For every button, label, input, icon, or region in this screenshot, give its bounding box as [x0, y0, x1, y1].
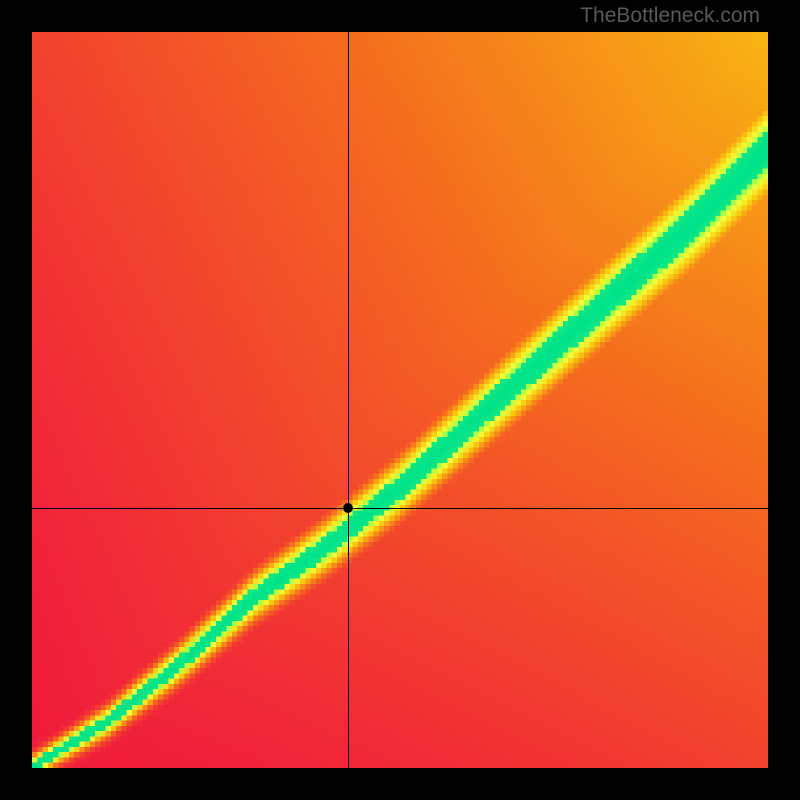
bottleneck-heatmap [32, 32, 768, 768]
crosshair-vertical [348, 32, 349, 768]
watermark-text: TheBottleneck.com [580, 4, 760, 28]
heatmap-canvas [32, 32, 768, 768]
crosshair-horizontal [32, 508, 768, 509]
crosshair-marker [343, 503, 353, 513]
